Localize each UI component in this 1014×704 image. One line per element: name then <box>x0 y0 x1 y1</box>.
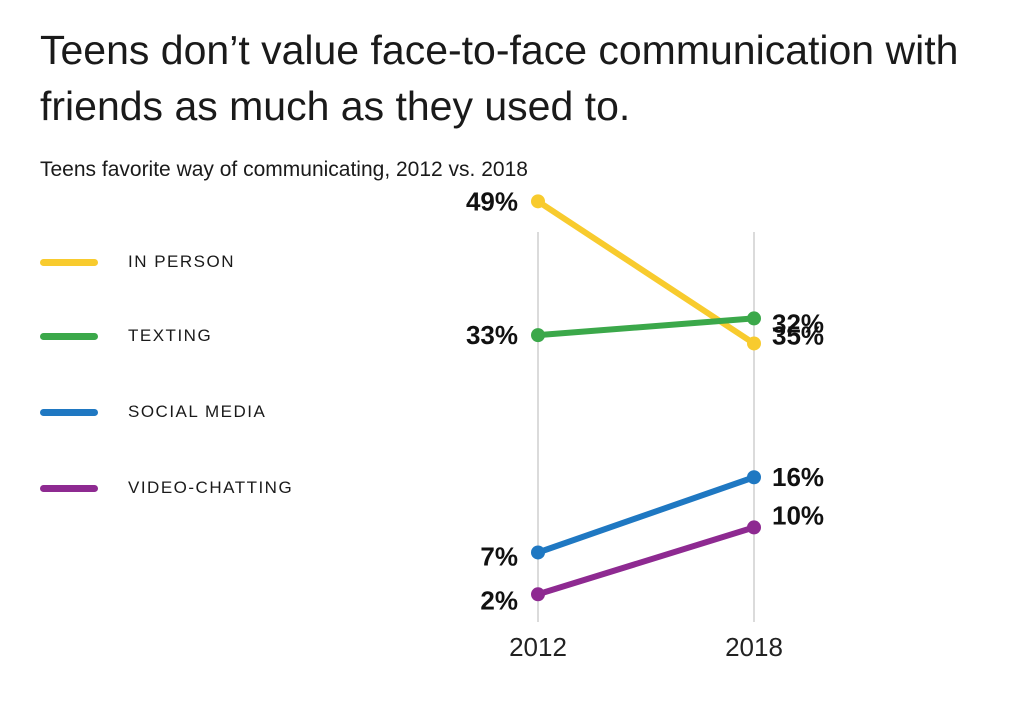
data-label-video-chatting-2018: 10% <box>772 500 824 530</box>
data-label-texting-2012: 33% <box>466 320 518 350</box>
chart-subtitle: Teens favorite way of communicating, 201… <box>40 158 528 181</box>
legend-item-video-chatting: VIDEO-CHATTING <box>40 476 293 500</box>
point-social-media-2018 <box>747 470 761 485</box>
series-line-texting <box>535 315 757 339</box>
point-in-person-2012 <box>531 194 545 209</box>
point-video-chatting-2012 <box>531 587 545 602</box>
series-line-video-chatting <box>535 524 757 598</box>
legend-swatch-video-chatting <box>40 484 98 492</box>
data-label-social-media-2018: 16% <box>772 462 824 492</box>
legend-item-social-media: SOCIAL MEDIA <box>40 400 266 424</box>
legend-item-in-person: IN PERSON <box>40 250 235 274</box>
data-label-texting-2018: 35% <box>772 320 824 350</box>
legend-label-in-person: IN PERSON <box>128 252 236 271</box>
legend-label-social-media: SOCIAL MEDIA <box>128 402 267 421</box>
point-texting-2018 <box>747 311 761 326</box>
data-label-in-person-2018: 32% <box>772 308 824 338</box>
legend-label-video-chatting: VIDEO-CHATTING <box>128 478 294 497</box>
legend-swatch-in-person <box>40 258 98 266</box>
point-social-media-2012 <box>531 545 545 560</box>
data-label-in-person-2012: 49% <box>466 186 518 216</box>
x-tick-label-2012: 2012 <box>509 632 567 662</box>
point-texting-2012 <box>531 328 545 343</box>
legend-swatch-social-media <box>40 408 98 416</box>
x-tick-label-2018: 2018 <box>725 632 783 662</box>
series-line-social-media <box>535 474 757 556</box>
legend-item-texting: TEXTING <box>40 324 212 348</box>
legend-label-texting: TEXTING <box>128 326 213 345</box>
point-in-person-2018 <box>747 336 761 351</box>
data-label-social-media-2012: 7% <box>480 541 518 571</box>
data-label-video-chatting-2012: 2% <box>480 585 518 615</box>
point-video-chatting-2018 <box>747 520 761 535</box>
chart-title: Teens don’t value face-to-face communica… <box>40 27 959 129</box>
legend-swatch-texting <box>40 332 98 340</box>
